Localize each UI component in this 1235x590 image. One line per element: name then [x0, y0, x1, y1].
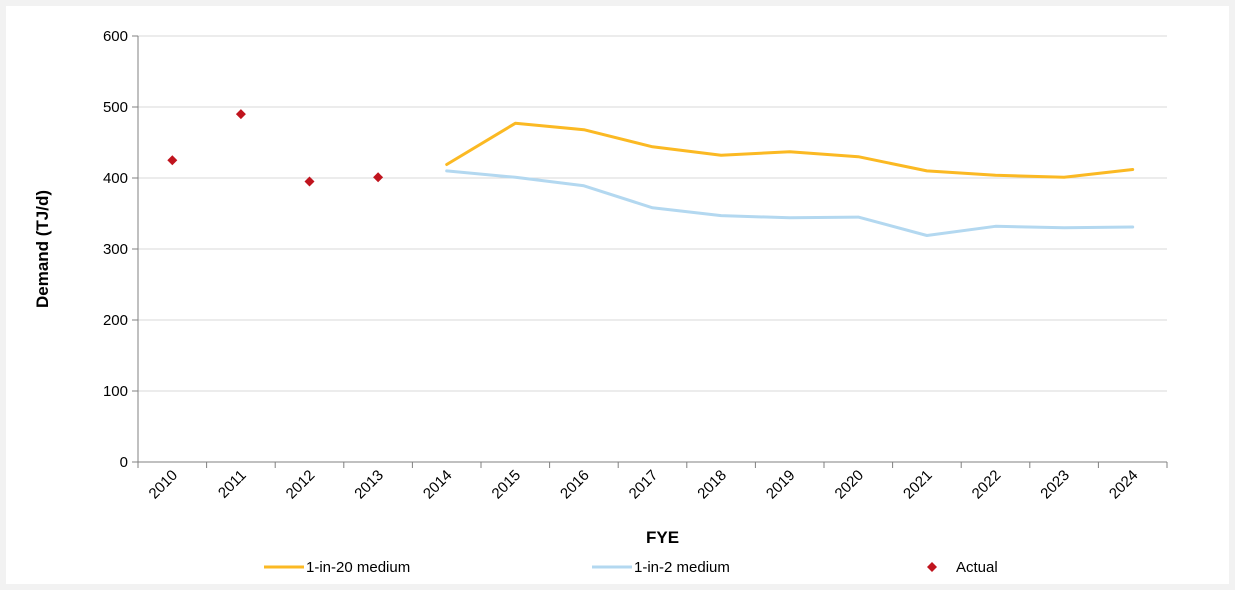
x-tick-label: 2011 — [215, 467, 250, 502]
legend-label: 1-in-20 medium — [306, 559, 410, 576]
x-tick-label: 2018 — [694, 467, 730, 503]
x-tick-label: 2012 — [283, 467, 319, 503]
x-tick-label: 2017 — [626, 467, 662, 503]
y-tick-label: 300 — [103, 241, 128, 258]
x-tick-label: 2020 — [832, 467, 868, 503]
tick-labels: 0 100 200 300 400 500 600 2010 2011 2012 2013 2014 2… — [103, 28, 1142, 502]
legend-label: Actual — [956, 559, 998, 576]
x-tick-label: 2015 — [489, 467, 525, 503]
y-tick-label: 0 — [120, 454, 128, 471]
x-tick-label: 2013 — [351, 467, 387, 503]
x-tick-label: 2021 — [900, 467, 936, 503]
x-axis-title: FYE — [646, 528, 679, 547]
series-line — [445, 121, 1135, 179]
data-point-marker — [373, 172, 384, 183]
x-tick-label: 2010 — [146, 467, 182, 503]
y-tick-label: 600 — [103, 28, 128, 45]
y-tick-label: 500 — [103, 99, 128, 116]
y-tick-label: 400 — [103, 170, 128, 187]
line-chart: 0 100 200 300 400 500 600 2010 2011 2012 2013 2014 2… — [33, 28, 1168, 576]
x-tick-label: 2022 — [969, 467, 1005, 503]
chart-frame: 0 100 200 300 400 500 600 2010 2011 2012 2013 2014 2… — [6, 6, 1229, 584]
gridlines — [138, 35, 1167, 392]
x-tick-label: 2023 — [1037, 467, 1073, 503]
axes — [132, 35, 1168, 468]
x-tick-label: 2016 — [557, 467, 593, 503]
x-tick-label: 2019 — [763, 467, 799, 503]
y-axis-title: Demand (TJ/d) — [33, 190, 52, 308]
data-point-marker — [167, 155, 178, 166]
data-point-marker — [235, 109, 246, 120]
data-point-marker — [304, 176, 315, 187]
x-tick-label: 2024 — [1106, 467, 1142, 503]
y-tick-label: 100 — [103, 383, 128, 400]
legend: 1-in-20 medium 1-in-2 medium Actual — [264, 559, 998, 576]
legend-swatch — [927, 562, 937, 572]
series — [167, 109, 1135, 237]
legend-label: 1-in-2 medium — [634, 559, 730, 576]
y-tick-label: 200 — [103, 312, 128, 329]
x-tick-label: 2014 — [420, 467, 456, 503]
series-line — [445, 169, 1135, 237]
